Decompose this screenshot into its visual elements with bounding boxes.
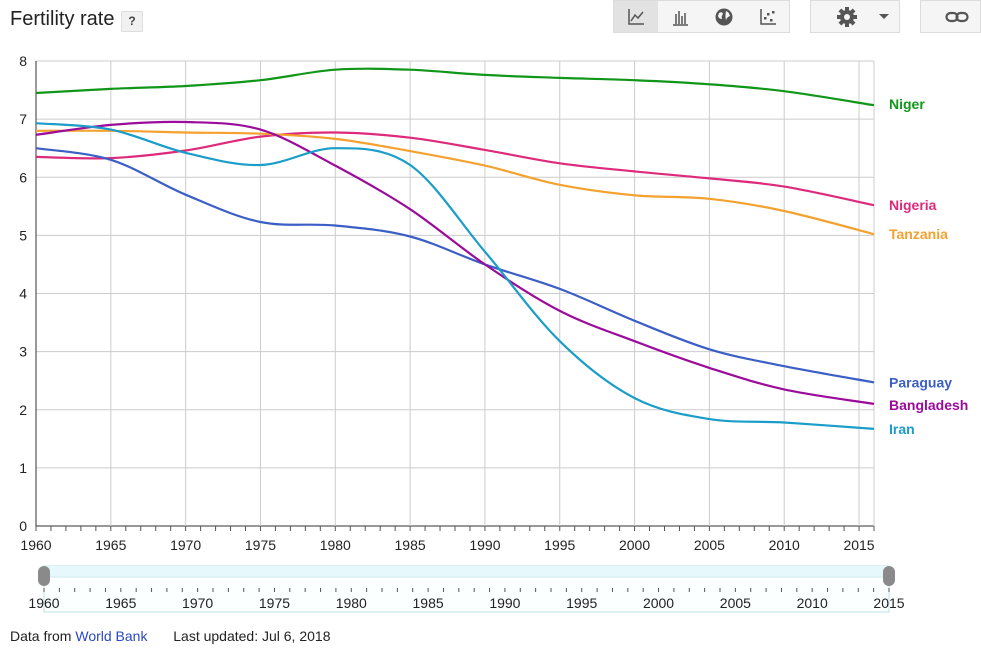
x-tick-label: 1965 (95, 537, 126, 553)
slider-tick-label: 2010 (797, 595, 828, 611)
x-tick-label: 2010 (769, 537, 800, 553)
y-tick-label: 3 (19, 344, 27, 360)
series-line-niger (35, 67, 875, 107)
scatter-chart-button[interactable] (746, 1, 790, 32)
chart-type-toolbar (613, 0, 790, 33)
x-tick-label: 1995 (544, 537, 575, 553)
y-tick-label: 6 (19, 169, 27, 185)
series-label-tanzania: Tanzania (889, 226, 948, 242)
scatter-chart-icon (760, 8, 776, 25)
slider-tick-label: 1960 (28, 595, 59, 611)
settings-toolbar (810, 0, 900, 33)
y-tick-label: 0 (19, 518, 27, 534)
map-button[interactable] (702, 1, 746, 32)
series-labels: Niger Nigeria Tanzania Paraguay Bangladesh Ir… (889, 96, 968, 437)
series-label-paraguay: Paraguay (889, 374, 952, 390)
series-line-bangladesh (35, 120, 875, 405)
slider-tick-label: 1970 (182, 595, 213, 611)
y-axis: 0 1 2 3 4 5 6 7 8 (19, 53, 27, 534)
slider-tick-label: 1980 (336, 595, 367, 611)
slider-tick-label: 1995 (566, 595, 597, 611)
series-label-nigeria: Nigeria (889, 197, 937, 213)
slider-tick-label: 1990 (489, 595, 520, 611)
series-label-bangladesh: Bangladesh (889, 397, 968, 413)
slider-end-handle[interactable] (883, 566, 895, 586)
series-label-iran: Iran (889, 421, 915, 437)
page-title: Fertility rate (10, 8, 115, 30)
bar-chart-icon (673, 10, 688, 26)
help-button[interactable]: ? (121, 11, 143, 32)
line-chart-icon (628, 8, 644, 25)
bar-chart-button[interactable] (658, 1, 702, 32)
slider-tick-label: 2005 (720, 595, 751, 611)
x-tick-label: 1975 (245, 537, 276, 553)
x-tick-label: 1960 (20, 537, 51, 553)
slider-selection (44, 566, 889, 577)
series-lines (35, 67, 875, 430)
source-prefix: Data from (10, 628, 72, 644)
x-tick-label: 1985 (395, 537, 426, 553)
last-updated: Last updated: Jul 6, 2018 (173, 628, 331, 644)
series-line-nigeria (35, 131, 875, 207)
link-button[interactable] (935, 1, 979, 32)
series-line-tanzania (35, 129, 875, 236)
line-chart-button[interactable] (614, 1, 658, 32)
range-slider[interactable]: 1960 1965 1970 1975 1980 1985 1990 1995 2000 2005… (28, 565, 905, 613)
fertility-rate-chart: 1960 1965 1970 1975 1980 1985 1990 1995 2000 2005… (19, 53, 968, 613)
slider-tick-label: 2015 (873, 595, 904, 611)
x-tick-label: 1970 (170, 537, 201, 553)
x-tick-label: 1980 (320, 537, 351, 553)
slider-tick-label: 1975 (259, 595, 290, 611)
gear-icon (837, 6, 857, 27)
link-icon (945, 11, 969, 22)
x-tick-label: 2000 (619, 537, 650, 553)
chart-grid (35, 60, 875, 527)
y-tick-label: 8 (19, 53, 27, 69)
x-tick-label: 2015 (843, 537, 874, 553)
link-toolbar (920, 0, 981, 33)
slider-start-handle[interactable] (38, 566, 50, 586)
settings-dropdown-button[interactable] (869, 1, 899, 32)
footer: Data from World Bank Last updated: Jul 6… (10, 628, 330, 644)
slider-tick-label: 2000 (643, 595, 674, 611)
settings-button[interactable] (825, 1, 869, 32)
y-tick-label: 7 (19, 111, 27, 127)
slider-tick-label: 1985 (413, 595, 444, 611)
series-line-iran (35, 122, 875, 430)
y-tick-label: 5 (19, 227, 27, 243)
y-tick-label: 1 (19, 460, 27, 476)
x-tick-label: 1990 (469, 537, 500, 553)
caret-down-icon (879, 13, 889, 19)
x-axis: 1960 1965 1970 1975 1980 1985 1990 1995 2000 2005… (20, 526, 875, 553)
globe-icon (715, 8, 733, 25)
world-bank-link[interactable]: World Bank (75, 628, 148, 644)
series-line-paraguay (35, 147, 875, 384)
y-tick-label: 4 (19, 286, 27, 302)
x-tick-label: 2005 (694, 537, 725, 553)
y-tick-label: 2 (19, 402, 27, 418)
slider-tick-label: 1965 (105, 595, 136, 611)
series-label-niger: Niger (889, 96, 925, 112)
